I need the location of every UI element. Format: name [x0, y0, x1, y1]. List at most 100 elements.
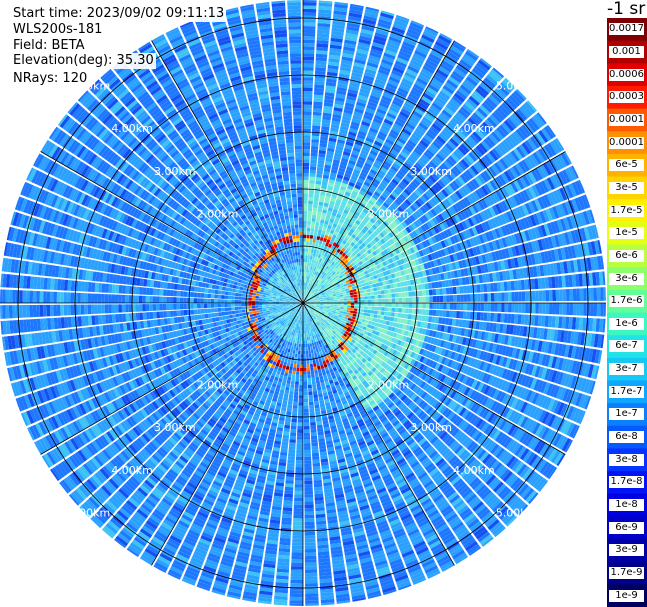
- beta-gate: [312, 115, 322, 120]
- beta-gate: [329, 279, 334, 283]
- beta-gate: [320, 219, 325, 224]
- beta-gate: [354, 297, 358, 300]
- beta-gate: [466, 294, 471, 302]
- beta-gate: [322, 241, 326, 246]
- beta-gate: [306, 279, 308, 283]
- beta-gate: [322, 112, 332, 118]
- beta-gate: [304, 262, 307, 266]
- beta-gate: [322, 281, 326, 285]
- beta-gate: [357, 193, 364, 199]
- beta-gate: [316, 280, 319, 284]
- beta-gate: [562, 303, 567, 315]
- beta-gate: [426, 86, 438, 96]
- beta-gate: [427, 128, 438, 138]
- beta-gate: [538, 303, 543, 314]
- beta-gate: [323, 237, 328, 243]
- beta-gate: [371, 238, 377, 245]
- beta-gate: [324, 278, 329, 283]
- beta-gate: [318, 281, 322, 286]
- beta-gate: [531, 303, 536, 314]
- beta-gate: [438, 90, 451, 100]
- beta-gate: [339, 204, 346, 209]
- beta-gate: [449, 119, 460, 130]
- beta-gate: [343, 42, 356, 49]
- beta-gate: [367, 295, 372, 300]
- beta-gate: [406, 196, 415, 204]
- beta-gate: [421, 68, 433, 77]
- beta-gate: [414, 189, 422, 197]
- beta-gate: [311, 259, 315, 264]
- beta-gate: [463, 78, 476, 90]
- beta-gate: [314, 84, 325, 89]
- beta-gate: [326, 210, 332, 215]
- beta-gate: [380, 204, 387, 211]
- beta-gate: [336, 295, 341, 298]
- beta-gate: [385, 85, 397, 93]
- beta-gate: [321, 181, 328, 186]
- beta-gate: [417, 173, 426, 182]
- beta-gate: [303, 43, 315, 47]
- beta-gate: [384, 227, 391, 234]
- beta-gate: [353, 222, 359, 228]
- beta-gate: [344, 191, 351, 197]
- beta-gate: [333, 258, 338, 263]
- beta-gate: [494, 292, 498, 302]
- beta-gate: [436, 37, 450, 48]
- beta-gate: [359, 290, 364, 294]
- beta-gate: [440, 177, 449, 186]
- beta-gate: [355, 137, 365, 143]
- beta-gate: [511, 303, 516, 313]
- beta-gate: [366, 202, 373, 209]
- beta-gate: [332, 208, 338, 214]
- beta-gate: [333, 301, 338, 303]
- beta-gate: [319, 274, 323, 278]
- beta-gate: [303, 49, 315, 54]
- beta-gate: [328, 137, 337, 143]
- beta-gate: [444, 198, 452, 207]
- beta-gate: [397, 53, 410, 62]
- beta-gate: [433, 195, 441, 204]
- beta-gate: [347, 163, 355, 169]
- beta-gate: [317, 29, 330, 35]
- beta-gate: [452, 310, 457, 318]
- beta-gate: [336, 308, 341, 311]
- beta-gate: [415, 145, 425, 154]
- beta-gate: [419, 71, 432, 80]
- beta-gate: [303, 265, 305, 269]
- beta-gate: [329, 240, 334, 245]
- beta-gate: [312, 118, 321, 123]
- beta-gate: [309, 255, 313, 260]
- beta-gate: [347, 297, 351, 301]
- beta-gate: [444, 82, 457, 92]
- beta-gate: [409, 116, 420, 125]
- beta-gate: [371, 121, 381, 128]
- beta-gate: [490, 92, 503, 104]
- beta-gate: [333, 107, 343, 113]
- beta-gate: [303, 234, 307, 239]
- beta-data-disc: [0, 0, 606, 606]
- beta-gate: [317, 254, 322, 259]
- beta-gate: [316, 43, 329, 48]
- beta-gate: [349, 127, 358, 134]
- beta-gate: [405, 226, 412, 234]
- beta-gate: [318, 286, 322, 290]
- beta-gate: [334, 3, 348, 9]
- beta-gate: [452, 150, 463, 160]
- beta-gate: [308, 287, 311, 291]
- beta-gate: [443, 57, 456, 67]
- beta-gate: [370, 232, 377, 239]
- beta-gate: [353, 168, 361, 175]
- beta-gate: [318, 243, 322, 248]
- beta-gate: [311, 214, 317, 219]
- beta-gate: [414, 210, 422, 218]
- beta-gate: [389, 106, 400, 114]
- beta-gate: [365, 136, 375, 144]
- beta-gate: [342, 115, 352, 121]
- beta-gate: [303, 12, 317, 17]
- beta-gate: [462, 103, 474, 114]
- beta-gate: [336, 276, 341, 281]
- beta-gate: [326, 254, 331, 259]
- beta-gate: [502, 139, 513, 151]
- beta-gate: [444, 142, 455, 152]
- beta-gate: [336, 213, 342, 219]
